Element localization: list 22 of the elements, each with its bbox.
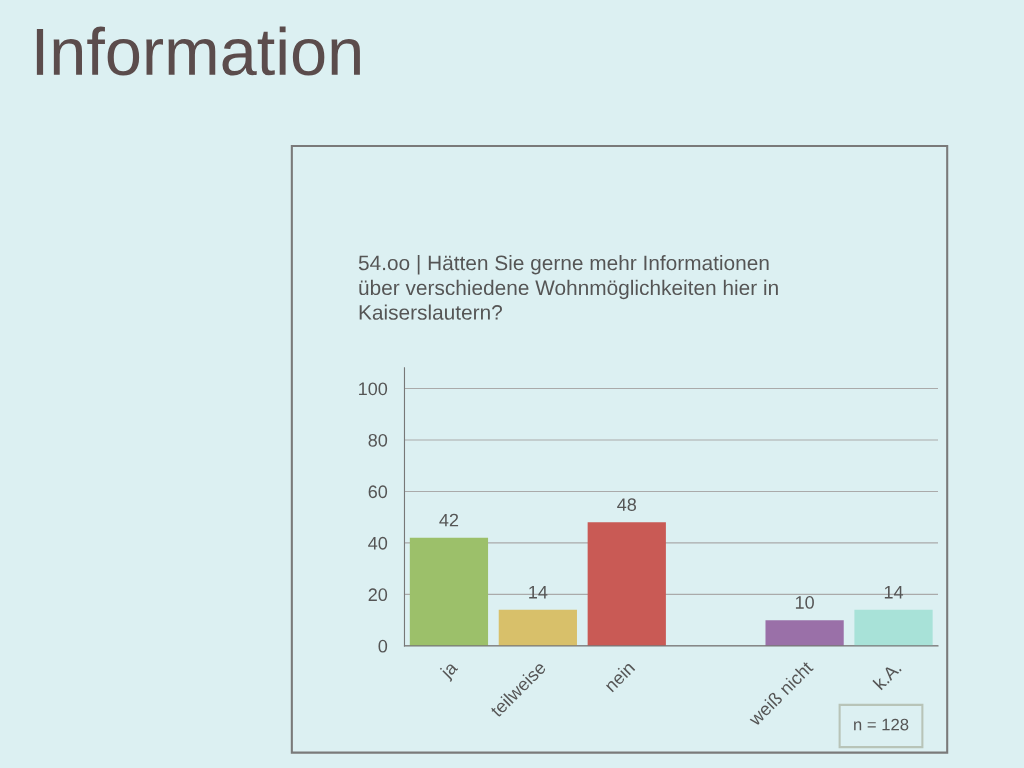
data-label: 14 — [884, 585, 904, 599]
y-tick-label: 40 — [368, 536, 388, 550]
data-label: 10 — [795, 596, 814, 609]
data-label: 42 — [439, 513, 459, 527]
y-tick-label: 20 — [368, 588, 388, 602]
y-tick-label: 100 — [359, 382, 388, 396]
data-label: 14 — [529, 585, 548, 599]
x-tick-label: ja — [438, 659, 461, 682]
y-tick-label: 60 — [368, 485, 388, 499]
chart-subtitle: 54.oo | Hätten Sie gerne mehr Informationen über verschiedene Wohnmöglichkeiten hier in Kaiserslautern? — [358, 255, 778, 320]
bar — [854, 609, 933, 646]
bar — [409, 537, 489, 646]
y-tick-label: 0 — [378, 639, 388, 653]
y-tick-label: 80 — [368, 433, 388, 447]
bar — [765, 620, 844, 646]
chart-title: Information — [36, 26, 360, 76]
bar — [587, 522, 666, 646]
data-label: 48 — [617, 498, 637, 512]
x-tick-label: nein — [603, 660, 636, 693]
x-tick-label: k.A. — [872, 660, 902, 691]
bar — [498, 609, 577, 646]
text: n = 128 — [854, 718, 909, 731]
